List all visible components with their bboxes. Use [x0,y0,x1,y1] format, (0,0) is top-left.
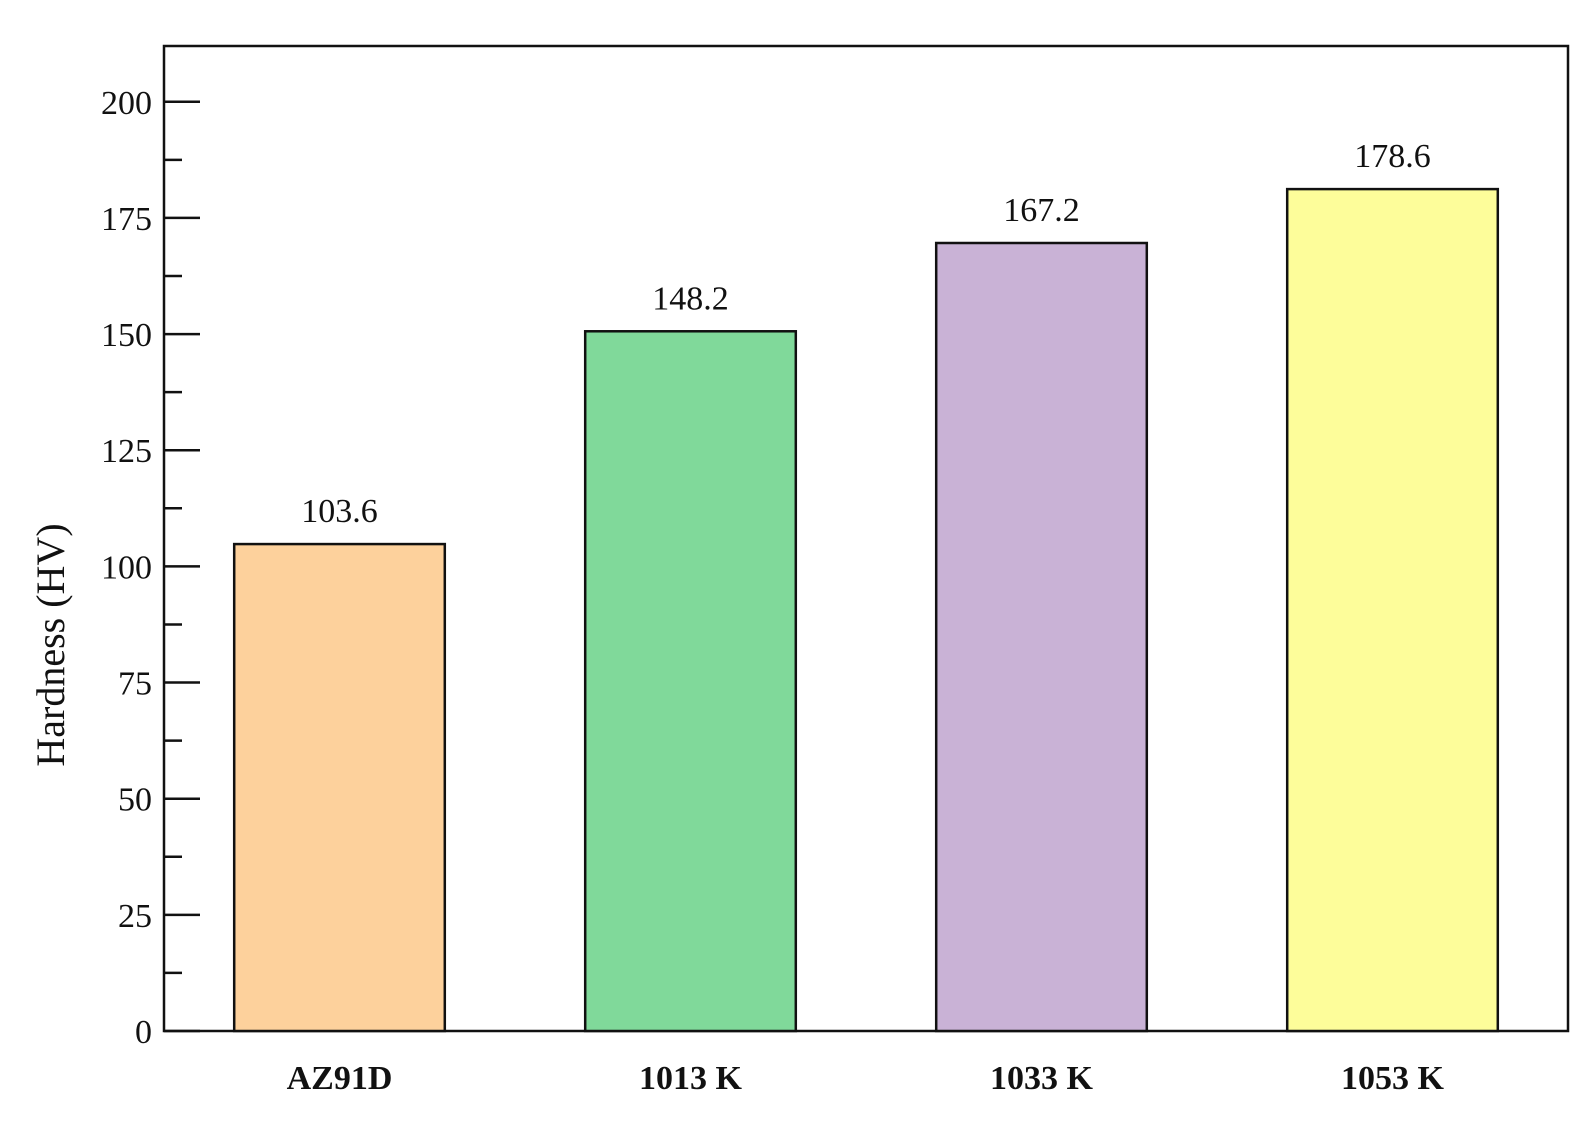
x-tick-label: AZ91D [287,1060,393,1097]
y-tick-label: 50 [118,782,152,819]
bar-value-label: 178.6 [1354,138,1431,175]
x-axis-labels: AZ91D 1013 K 1033 K 1053 K [287,1060,1445,1097]
plot-frame [162,44,1570,1033]
y-tick-label: 125 [101,433,152,470]
x-tick-label: 1053 K [1341,1060,1445,1097]
y-tick-label: 100 [101,549,152,586]
value-labels: 103.6 148.2 167.2 178.6 [301,138,1431,530]
bar [1285,187,1500,1033]
bars [232,187,1500,1033]
bar [232,542,447,1033]
bar-value-label: 167.2 [1003,192,1080,229]
y-tick-label: 75 [118,666,152,703]
y-axis-title: Hardness (HV) [28,523,73,766]
y-tick-label: 25 [118,898,152,935]
y-tick-label: 175 [101,201,152,238]
x-tick-label: 1033 K [990,1060,1094,1097]
x-tick-label: 1013 K [639,1060,743,1097]
y-tick-label: 0 [135,1014,152,1051]
y-tick-label: 200 [101,85,152,122]
y-axis-ticks: 0 25 50 75 100 125 150 175 200 [101,85,200,1051]
bar-value-label: 103.6 [301,493,378,530]
bar [934,241,1149,1033]
y-tick-label: 150 [101,317,152,354]
bar [583,330,798,1033]
bar-value-label: 148.2 [652,280,729,317]
